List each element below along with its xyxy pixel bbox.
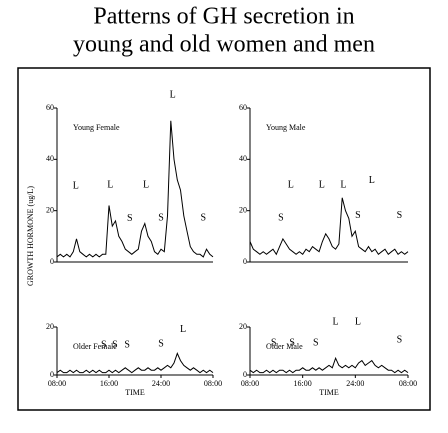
title-line: Patterns of GH secretion in <box>93 4 354 30</box>
annotation: L <box>340 179 346 190</box>
annotation: S <box>112 339 118 350</box>
annotation: S <box>158 213 164 224</box>
annotation: S <box>278 213 284 224</box>
annotation: S <box>397 210 403 221</box>
y-tick-label: 20 <box>239 322 247 331</box>
annotation: L <box>369 175 375 186</box>
x-tick-label: 24:00 <box>346 379 364 388</box>
x-tick-label: 08:00 <box>48 379 66 388</box>
annotation: S <box>127 213 133 224</box>
frame <box>17 67 431 411</box>
annotation: L <box>143 179 149 190</box>
annotation: S <box>200 213 206 224</box>
annotation: S <box>271 337 277 348</box>
annotation: S <box>101 339 107 350</box>
y-tick-label: 60 <box>46 103 54 112</box>
series-line <box>249 197 409 256</box>
y-tick-label: 20 <box>46 322 54 331</box>
series-line <box>56 120 214 258</box>
x-tick-label: 08:00 <box>241 379 259 388</box>
x-tick-label: 08:00 <box>399 379 417 388</box>
x-tick-label: 16:00 <box>294 379 312 388</box>
annotation: S <box>124 339 130 350</box>
annotation: L <box>355 316 361 327</box>
annotation: S <box>313 337 319 348</box>
annotation: L <box>180 324 186 335</box>
annotation: L <box>319 179 325 190</box>
panel-title: Older Female <box>73 342 117 351</box>
annotation: S <box>158 338 164 349</box>
y-axis-label: GROWTH HORMONE (ug/L) <box>26 186 35 286</box>
y-tick-label: 20 <box>46 205 54 214</box>
title-line: young and old women and men <box>73 32 375 58</box>
y-tick-label: 0 <box>243 370 247 379</box>
annotation: S <box>355 210 361 221</box>
annotation: L <box>107 179 113 190</box>
x-tick-label: 24:00 <box>152 379 170 388</box>
y-tick-label: 40 <box>239 154 247 163</box>
panel-title: Young Female <box>73 123 120 132</box>
series-line <box>56 352 214 374</box>
x-tick-label: 08:00 <box>204 379 222 388</box>
annotation: L <box>333 316 339 327</box>
y-tick-label: 60 <box>239 103 247 112</box>
y-tick-label: 0 <box>50 257 54 266</box>
y-tick-label: 20 <box>239 205 247 214</box>
annotation: S <box>397 334 403 345</box>
x-axis-label: TIME <box>125 388 145 397</box>
series-line <box>249 356 409 374</box>
annotation: L <box>170 89 176 100</box>
annotation: S <box>289 337 295 348</box>
y-tick-label: 40 <box>46 154 54 163</box>
panel-title: Young Male <box>266 123 306 132</box>
panel-title: Older Male <box>266 342 303 351</box>
annotation: L <box>288 179 294 190</box>
x-axis-label: TIME <box>319 388 339 397</box>
annotation: L <box>73 180 79 191</box>
y-tick-label: 0 <box>243 257 247 266</box>
x-tick-label: 16:00 <box>100 379 118 388</box>
y-tick-label: 0 <box>50 370 54 379</box>
